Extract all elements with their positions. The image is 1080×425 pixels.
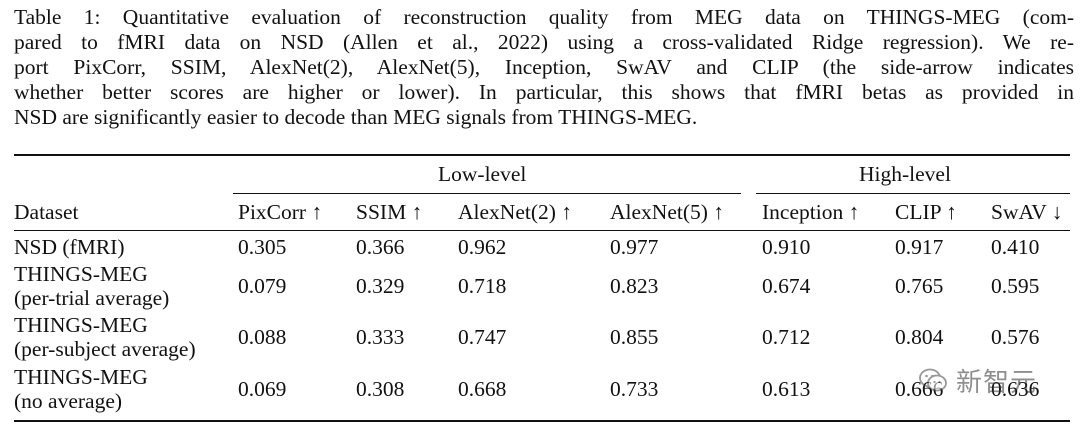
table-cell-inception: 0.712 — [762, 325, 811, 349]
table-cell-swav: 0.595 — [991, 274, 1040, 298]
table-cell-inception: 0.674 — [762, 274, 811, 298]
table-cell-alexnet2: 0.747 — [458, 325, 507, 349]
caption-line: whether better scores are higher or lowe… — [14, 80, 1074, 104]
header-inception: Inception ↑ — [762, 200, 860, 224]
table-cell-alexnet5: 0.977 — [610, 235, 659, 259]
header-rule — [14, 230, 1070, 231]
table-cell-alexnet5: 0.855 — [610, 325, 659, 349]
table-cell-clip: 0.804 — [895, 325, 944, 349]
table-cell-alexnet2: 0.668 — [458, 377, 507, 401]
table-cell-alexnet5: 0.823 — [610, 274, 659, 298]
watermark-text: 新智元 — [956, 367, 1038, 398]
table-row-dataset-label: THINGS-MEG — [14, 365, 148, 389]
group-label-high-level: High-level — [859, 162, 951, 186]
header-ssim: SSIM ↑ — [356, 200, 423, 224]
table-cell-alexnet5: 0.733 — [610, 377, 659, 401]
table-cell-swav: 0.636 — [991, 377, 1040, 401]
table-cell-alexnet2: 0.718 — [458, 274, 507, 298]
group-label-low-level: Low-level — [438, 162, 527, 186]
caption-line: NSD are significantly easier to decode t… — [14, 105, 698, 129]
table-cell-clip: 0.765 — [895, 274, 944, 298]
header-swav: SwAV ↓ — [991, 200, 1063, 224]
caption-line: Table 1: Quantitative evaluation of reco… — [14, 5, 1074, 29]
table-row-dataset-label: NSD (fMRI) — [14, 235, 125, 259]
low-level-group-rule — [233, 193, 741, 194]
table-caption: Table 1: Quantitative evaluation of reco… — [14, 5, 1074, 130]
table-row-dataset-label: (per-trial average) — [14, 286, 170, 310]
table-cell-ssim: 0.366 — [356, 235, 405, 259]
table-cell-inception: 0.910 — [762, 235, 811, 259]
table-cell-pixcorr: 0.079 — [238, 274, 287, 298]
table-cell-ssim: 0.333 — [356, 325, 405, 349]
high-level-group-rule — [756, 193, 1070, 194]
table-row-dataset-label: (per-subject average) — [14, 337, 196, 361]
header-dataset: Dataset — [14, 200, 79, 224]
header-clip: CLIP ↑ — [895, 200, 957, 224]
caption-line: pared to fMRI data on NSD (Allen et al.,… — [14, 30, 1074, 54]
table-row-dataset-label: THINGS-MEG — [14, 313, 148, 337]
table-cell-swav: 0.410 — [991, 235, 1040, 259]
caption-line: port PixCorr, SSIM, AlexNet(2), AlexNet(… — [14, 55, 1074, 79]
table-cell-clip: 0.917 — [895, 235, 944, 259]
table-cell-alexnet2: 0.962 — [458, 235, 507, 259]
table-row-dataset-label: (no average) — [14, 389, 123, 413]
header-pixcorr: PixCorr ↑ — [238, 200, 323, 224]
table-cell-swav: 0.576 — [991, 325, 1040, 349]
table-cell-ssim: 0.329 — [356, 274, 405, 298]
table-cell-pixcorr: 0.069 — [238, 377, 287, 401]
table-row-dataset-label: THINGS-MEG — [14, 262, 148, 286]
table-top-rule — [14, 154, 1070, 156]
wechat-icon — [919, 368, 947, 392]
table-cell-ssim: 0.308 — [356, 377, 405, 401]
watermark: 新智元 — [918, 360, 1058, 400]
header-alexnet5: AlexNet(5) ↑ — [610, 200, 725, 224]
header-alexnet2: AlexNet(2) ↑ — [458, 200, 573, 224]
table-bottom-rule — [14, 420, 1070, 422]
table-cell-pixcorr: 0.088 — [238, 325, 287, 349]
table-cell-inception: 0.613 — [762, 377, 811, 401]
table-cell-pixcorr: 0.305 — [238, 235, 287, 259]
